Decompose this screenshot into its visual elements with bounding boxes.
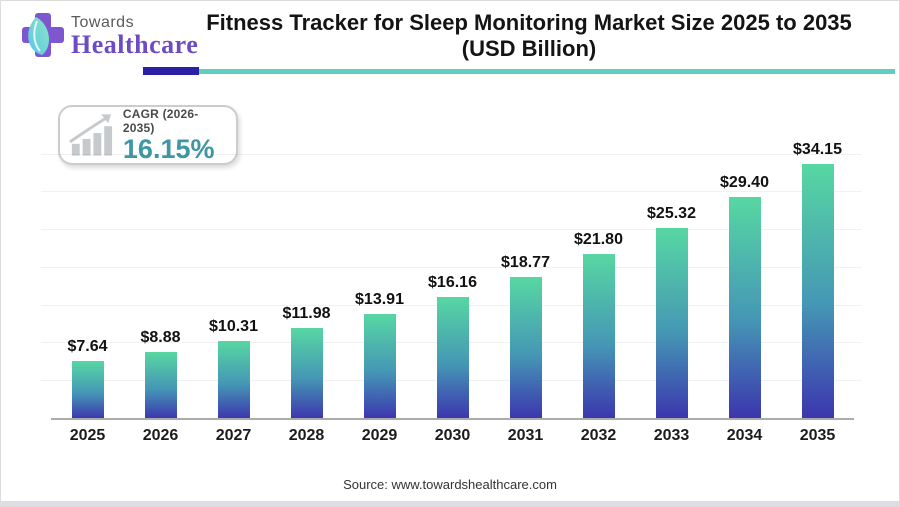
bar-column: $13.91 bbox=[343, 141, 416, 419]
bar-column: $18.77 bbox=[489, 141, 562, 419]
healthcare-cross-leaf-icon bbox=[22, 13, 64, 57]
bar-column: $11.98 bbox=[270, 141, 343, 419]
bar-column: $7.64 bbox=[51, 141, 124, 419]
x-axis-label: 2031 bbox=[507, 427, 544, 444]
x-axis-label: 2027 bbox=[215, 427, 252, 444]
x-axis-label: 2030 bbox=[434, 427, 471, 444]
brand-logo: Towards Healthcare bbox=[21, 11, 198, 63]
x-axis-label: 2034 bbox=[726, 427, 763, 444]
bar bbox=[655, 228, 688, 419]
bar-value-label: $16.16 bbox=[428, 274, 477, 291]
bar-value-label: $7.64 bbox=[67, 338, 108, 355]
cagr-text: CAGR (2026-2035) 16.15% bbox=[123, 107, 228, 163]
bar bbox=[436, 297, 469, 419]
bar-chart: $7.64 $8.88 $10.31 $11.98 $13.91 $16.16 $18.77… bbox=[41, 141, 862, 420]
header-rule-indigo bbox=[143, 67, 199, 75]
bar bbox=[582, 254, 615, 419]
bar-value-label: $18.77 bbox=[501, 254, 550, 271]
x-axis-label: 2035 bbox=[799, 427, 836, 444]
bar-value-label: $11.98 bbox=[282, 305, 331, 322]
cagr-badge: CAGR (2026-2035) 16.15% bbox=[58, 105, 238, 165]
cagr-value: 16.15% bbox=[122, 134, 215, 164]
logo-healthcare-text: Healthcare bbox=[71, 30, 199, 59]
bar-column: $29.40 bbox=[708, 141, 781, 419]
x-axis-label: 2028 bbox=[288, 427, 325, 444]
bar-value-label: $21.80 bbox=[574, 231, 623, 248]
bar bbox=[509, 277, 542, 419]
bar-value-label: $25.32 bbox=[647, 205, 696, 222]
bar bbox=[363, 314, 396, 419]
brand-logo-text: Towards Healthcare bbox=[71, 11, 198, 58]
bar-value-label: $34.15 bbox=[793, 141, 842, 158]
bar-value-label: $13.91 bbox=[355, 291, 404, 308]
bar bbox=[217, 341, 250, 419]
bar-column: $34.15 bbox=[781, 141, 854, 419]
bar-column: $21.80 bbox=[562, 141, 635, 419]
x-axis-line bbox=[51, 418, 854, 420]
bar bbox=[144, 352, 177, 419]
bar bbox=[801, 164, 834, 419]
bar-value-label: $8.88 bbox=[140, 329, 181, 346]
cagr-label: CAGR (2026-2035) bbox=[122, 107, 199, 135]
bar-column: $10.31 bbox=[197, 141, 270, 419]
chart-title-line2: (USD Billion) bbox=[461, 36, 597, 61]
x-axis-labels: 2025 2026 2027 2028 2029 2030 2031 2032 2033 2034… bbox=[51, 427, 854, 445]
bar-column: $8.88 bbox=[124, 141, 197, 419]
chart-title: Fitness Tracker for Sleep Monitoring Mar… bbox=[171, 10, 887, 62]
x-axis-label: 2025 bbox=[69, 427, 106, 444]
x-axis-label: 2026 bbox=[142, 427, 179, 444]
bottom-strip bbox=[1, 501, 899, 506]
bar-value-label: $10.31 bbox=[209, 318, 258, 335]
bar bbox=[71, 361, 104, 419]
bar-column: $25.32 bbox=[635, 141, 708, 419]
bar-value-label: $29.40 bbox=[720, 174, 769, 191]
logo-towards-text: Towards bbox=[71, 14, 135, 31]
bar bbox=[290, 328, 323, 419]
x-axis-label: 2029 bbox=[361, 427, 398, 444]
x-axis-label: 2033 bbox=[653, 427, 690, 444]
chart-title-line1: Fitness Tracker for Sleep Monitoring Mar… bbox=[206, 10, 852, 35]
bar bbox=[728, 197, 761, 419]
header-rule-teal bbox=[199, 69, 895, 74]
plot-area: $7.64 $8.88 $10.31 $11.98 $13.91 $16.16 $18.77… bbox=[51, 141, 854, 419]
growth-chart-icon bbox=[69, 114, 113, 156]
bar-column: $16.16 bbox=[416, 141, 489, 419]
x-axis-label: 2032 bbox=[580, 427, 617, 444]
source-text: Source: www.towardshealthcare.com bbox=[343, 477, 557, 492]
